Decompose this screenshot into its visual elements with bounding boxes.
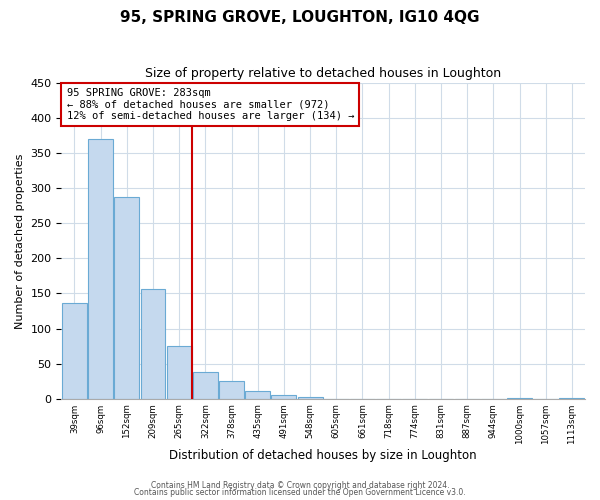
Bar xyxy=(62,304,87,398)
Text: 95 SPRING GROVE: 283sqm
← 88% of detached houses are smaller (972)
12% of semi-d: 95 SPRING GROVE: 283sqm ← 88% of detache… xyxy=(67,88,354,121)
Bar xyxy=(88,139,113,398)
Text: Contains HM Land Registry data © Crown copyright and database right 2024.: Contains HM Land Registry data © Crown c… xyxy=(151,480,449,490)
Y-axis label: Number of detached properties: Number of detached properties xyxy=(15,153,25,328)
Bar xyxy=(115,198,139,398)
X-axis label: Distribution of detached houses by size in Loughton: Distribution of detached houses by size … xyxy=(169,450,477,462)
Bar xyxy=(219,381,244,398)
Bar xyxy=(140,290,166,399)
Text: 95, SPRING GROVE, LOUGHTON, IG10 4QG: 95, SPRING GROVE, LOUGHTON, IG10 4QG xyxy=(120,10,480,25)
Bar xyxy=(245,391,270,398)
Bar xyxy=(298,396,323,398)
Bar xyxy=(193,372,218,398)
Title: Size of property relative to detached houses in Loughton: Size of property relative to detached ho… xyxy=(145,68,501,80)
Text: Contains public sector information licensed under the Open Government Licence v3: Contains public sector information licen… xyxy=(134,488,466,497)
Bar xyxy=(271,395,296,398)
Bar xyxy=(167,346,191,399)
